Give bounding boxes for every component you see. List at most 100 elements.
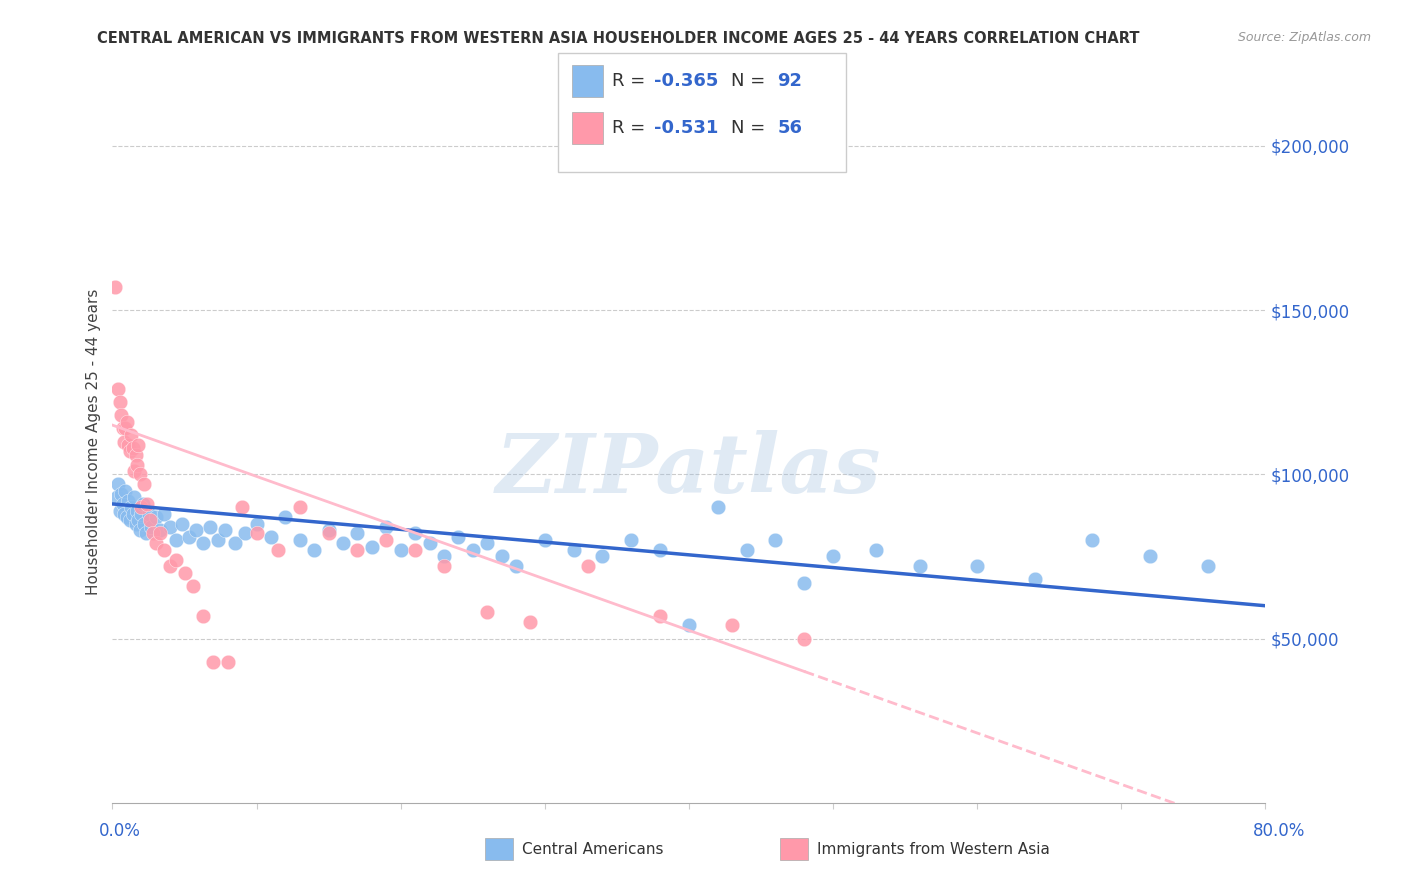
Point	[165, 533, 187, 547]
Point	[721, 618, 744, 632]
Point	[114, 421, 136, 435]
Text: -0.531: -0.531	[654, 119, 718, 136]
Point	[678, 618, 700, 632]
Point	[1197, 559, 1219, 574]
Point	[246, 526, 269, 541]
Point	[404, 542, 426, 557]
Point	[765, 533, 787, 547]
Point	[375, 533, 398, 547]
Point	[318, 523, 340, 537]
Point	[200, 520, 222, 534]
Point	[118, 444, 141, 458]
Point	[128, 523, 150, 537]
Point	[145, 510, 167, 524]
Point	[519, 615, 541, 630]
Point	[966, 559, 988, 574]
Point	[120, 500, 142, 515]
Point	[177, 530, 200, 544]
Point	[122, 491, 145, 505]
Point	[121, 441, 143, 455]
Point	[117, 438, 139, 452]
Point	[193, 536, 215, 550]
Point	[534, 533, 557, 547]
Point	[112, 434, 135, 449]
Point	[592, 549, 614, 564]
Point	[650, 542, 672, 557]
Point	[260, 530, 283, 544]
Text: R =: R =	[612, 119, 651, 136]
Point	[181, 579, 204, 593]
Point	[117, 493, 139, 508]
Point	[149, 523, 172, 537]
Point	[170, 516, 193, 531]
Point	[128, 467, 150, 482]
Point	[110, 409, 132, 423]
Point	[122, 464, 145, 478]
Point	[129, 507, 153, 521]
Point	[404, 526, 426, 541]
Text: Immigrants from Western Asia: Immigrants from Western Asia	[817, 842, 1050, 856]
Point	[110, 487, 132, 501]
Point	[145, 536, 167, 550]
Point	[111, 497, 134, 511]
Text: N =: N =	[731, 119, 770, 136]
Point	[173, 566, 195, 580]
Point	[125, 458, 148, 472]
Point	[127, 513, 149, 527]
Point	[217, 655, 239, 669]
Point	[134, 516, 156, 531]
Point	[159, 520, 181, 534]
Text: ZIPatlas: ZIPatlas	[496, 431, 882, 510]
Point	[112, 507, 135, 521]
Point	[433, 549, 456, 564]
Point	[346, 526, 368, 541]
Point	[231, 500, 253, 515]
Text: 0.0%: 0.0%	[98, 822, 141, 840]
Point	[207, 533, 229, 547]
Point	[793, 632, 815, 646]
Point	[184, 523, 207, 537]
Point	[134, 477, 156, 491]
Point	[650, 608, 672, 623]
Point	[332, 536, 354, 550]
Point	[139, 513, 162, 527]
Point	[108, 503, 131, 517]
Point	[346, 542, 368, 557]
Point	[135, 526, 157, 541]
Text: R =: R =	[612, 72, 651, 90]
Point	[115, 415, 138, 429]
Point	[115, 510, 138, 524]
Point	[274, 510, 297, 524]
Point	[105, 491, 128, 505]
Text: 56: 56	[778, 119, 803, 136]
Point	[193, 608, 215, 623]
Point	[304, 542, 326, 557]
Point	[153, 507, 176, 521]
Point	[141, 520, 163, 534]
Point	[267, 542, 290, 557]
Text: N =: N =	[731, 72, 770, 90]
Point	[136, 497, 159, 511]
Point	[360, 540, 382, 554]
Point	[433, 559, 456, 574]
Text: -0.365: -0.365	[654, 72, 718, 90]
Point	[138, 507, 160, 521]
Point	[142, 526, 165, 541]
Text: Source: ZipAtlas.com: Source: ZipAtlas.com	[1237, 31, 1371, 45]
Point	[288, 500, 311, 515]
Point	[129, 500, 153, 515]
Point	[132, 497, 155, 511]
Point	[576, 559, 599, 574]
Point	[288, 533, 311, 547]
Point	[224, 536, 246, 550]
Point	[735, 542, 758, 557]
Point	[114, 483, 136, 498]
Point	[389, 542, 412, 557]
Point	[1081, 533, 1104, 547]
Point	[562, 542, 585, 557]
Point	[908, 559, 931, 574]
Point	[202, 655, 225, 669]
Point	[127, 438, 149, 452]
Point	[707, 500, 730, 515]
Point	[125, 503, 148, 517]
